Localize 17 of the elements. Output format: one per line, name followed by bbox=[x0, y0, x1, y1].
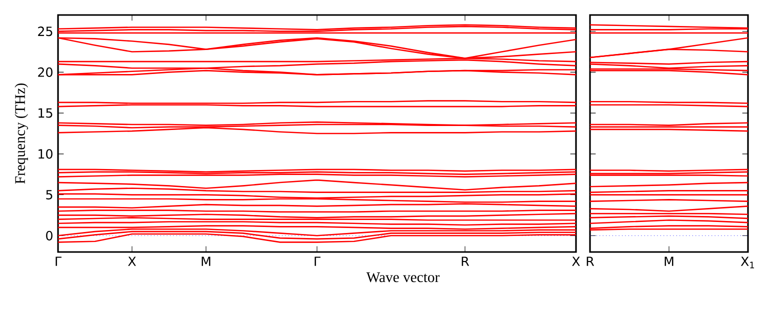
x-tick-label: Γ bbox=[56, 256, 62, 266]
x-tick-label: M bbox=[664, 256, 674, 266]
x-tick-label: X bbox=[572, 256, 580, 266]
y-tick-label: 0 bbox=[46, 230, 52, 240]
y-tick-label: 10 bbox=[38, 149, 52, 159]
x-tick-label: R bbox=[586, 256, 594, 266]
x-tick-label: Γ bbox=[314, 256, 320, 266]
y-tick-label: 20 bbox=[38, 67, 52, 77]
y-axis-title: Frequency (THz) bbox=[14, 83, 28, 184]
x-tick-label: M bbox=[202, 256, 210, 266]
x-axis-title: Wave vector bbox=[366, 272, 440, 282]
y-tick-label: 5 bbox=[46, 190, 52, 200]
y-tick-label: 25 bbox=[38, 26, 52, 36]
x-tick-label: R bbox=[462, 256, 470, 266]
y-tick-label: 15 bbox=[38, 108, 52, 118]
x-tick-label: X bbox=[128, 256, 136, 266]
x-tick-label: X$_{1}$ bbox=[740, 256, 754, 268]
